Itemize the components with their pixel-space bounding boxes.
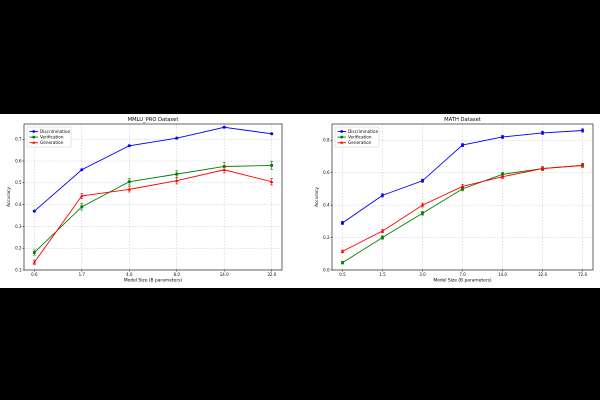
figure: 0.6 1.7 4.0 8.0 14.0 32.0 0.1 0.2 0.3 0.4 0.5 0.6 0.… bbox=[0, 114, 600, 288]
data-point-discrimination bbox=[581, 128, 585, 132]
x-tick-label: 32.0 bbox=[267, 272, 276, 277]
y-tick-label: 0.6 bbox=[323, 170, 330, 175]
legend-marker bbox=[340, 130, 344, 133]
x-tick-label: 14.0 bbox=[220, 272, 229, 277]
series-line-discrimination bbox=[34, 126, 272, 212]
y-tick-label: 0.3 bbox=[15, 224, 22, 229]
y-tick-label: 0.6 bbox=[15, 158, 22, 163]
data-point-generation bbox=[420, 203, 425, 207]
x-tick-label: 0.5 bbox=[339, 272, 346, 277]
x-tick-label: 14.0 bbox=[498, 272, 507, 277]
data-point-verification bbox=[80, 205, 84, 209]
x-tick-label: 32.0 bbox=[538, 272, 547, 277]
data-point-generation bbox=[340, 249, 345, 253]
y-tick-label: 0.4 bbox=[15, 202, 22, 207]
data-point-generation bbox=[540, 166, 545, 170]
data-point-verification bbox=[127, 180, 131, 184]
x-tick-label: 72.0 bbox=[578, 272, 587, 277]
data-point-verification bbox=[381, 236, 384, 239]
y-tick-label: 0.2 bbox=[323, 235, 330, 240]
plot-area bbox=[24, 124, 282, 270]
legend-label: Discrimination bbox=[40, 129, 71, 134]
legend-label: Generation bbox=[348, 140, 372, 145]
y-tick-label: 0.5 bbox=[15, 180, 22, 185]
x-tick-label: 1.5 bbox=[379, 272, 386, 277]
series-line-verification bbox=[34, 164, 272, 253]
y-tick-label: 0.7 bbox=[15, 137, 22, 142]
chart-title: MMLU_PRO Dataset bbox=[128, 117, 179, 123]
data-point-generation bbox=[127, 187, 131, 191]
x-tick-label: 1.7 bbox=[79, 272, 86, 277]
y-tick-label: 0.4 bbox=[323, 203, 330, 208]
data-point-verification bbox=[32, 251, 36, 254]
legend-label: Generation bbox=[40, 140, 64, 145]
y-axis-label: Accuracy bbox=[6, 187, 12, 207]
x-tick-label: 3.0 bbox=[419, 272, 426, 277]
x-axis-label: Model Size (B parameters) bbox=[124, 278, 183, 284]
data-point-discrimination bbox=[175, 136, 179, 140]
data-point-generation bbox=[80, 194, 84, 198]
data-point-discrimination bbox=[420, 179, 424, 183]
x-tick-label: 0.6 bbox=[31, 272, 38, 277]
data-point-generation bbox=[460, 184, 465, 188]
x-tick-label: 8.0 bbox=[174, 272, 181, 277]
data-point-generation bbox=[580, 163, 585, 167]
data-point-generation bbox=[32, 260, 37, 264]
y-tick-label: 0.1 bbox=[15, 267, 22, 272]
data-point-generation bbox=[175, 178, 179, 182]
legend-label: Discrimination bbox=[348, 129, 379, 134]
x-tick-label: 7.0 bbox=[459, 272, 466, 277]
data-point-generation bbox=[222, 167, 226, 171]
data-point-discrimination bbox=[501, 135, 505, 139]
y-tick-label: 0.2 bbox=[15, 246, 22, 251]
chart-panel-1: 0.5 1.5 3.0 7.0 14.0 32.0 72.0 0.0 0.2 0.4 0.6 0.8 M… bbox=[314, 117, 594, 284]
data-point-verification bbox=[175, 172, 179, 176]
data-point-generation bbox=[380, 229, 385, 233]
chart-figure: 0.6 1.7 4.0 8.0 14.0 32.00.10.20.30.40.50.60.… bbox=[6, 117, 594, 284]
legend-box bbox=[26, 126, 72, 148]
data-point-generation bbox=[500, 174, 505, 178]
data-point-discrimination bbox=[461, 143, 464, 147]
data-point-verification bbox=[270, 164, 274, 167]
y-tick-label: 0.8 bbox=[323, 138, 330, 143]
plot-frame bbox=[23, 123, 283, 271]
data-point-generation bbox=[269, 179, 274, 183]
data-point-discrimination bbox=[270, 132, 274, 136]
data-point-verification bbox=[421, 211, 424, 215]
data-point-discrimination bbox=[80, 168, 84, 172]
data-point-verification bbox=[461, 187, 464, 191]
data-point-discrimination bbox=[380, 193, 384, 197]
legend-box bbox=[334, 126, 380, 148]
chart-title: MATH Dataset bbox=[444, 117, 481, 123]
data-point-discrimination bbox=[222, 125, 226, 129]
legend-label: Verification bbox=[348, 135, 372, 140]
data-point-verification bbox=[341, 261, 344, 265]
chart-panel-0: 0.6 1.7 4.0 8.0 14.0 32.0 0.1 0.2 0.3 0.4 0.5 0.6 0.… bbox=[6, 117, 283, 284]
legend-marker bbox=[32, 130, 36, 133]
data-point-verification bbox=[501, 172, 504, 176]
data-point-discrimination bbox=[541, 131, 545, 135]
legend-marker bbox=[32, 141, 36, 144]
x-tick-label: 4.0 bbox=[126, 272, 133, 277]
data-point-discrimination bbox=[127, 144, 131, 148]
y-axis-label: Accuracy bbox=[314, 187, 320, 207]
legend-label: Verification bbox=[40, 135, 64, 140]
legend-marker bbox=[340, 135, 344, 139]
series-line-generation bbox=[33, 169, 272, 263]
legend-marker bbox=[32, 135, 36, 139]
data-point-discrimination bbox=[340, 221, 344, 225]
y-tick-label: 0.0 bbox=[323, 267, 330, 272]
data-point-discrimination bbox=[32, 209, 36, 213]
legend-marker bbox=[340, 141, 344, 144]
x-axis-label: Model Size (B parameters) bbox=[433, 278, 492, 284]
